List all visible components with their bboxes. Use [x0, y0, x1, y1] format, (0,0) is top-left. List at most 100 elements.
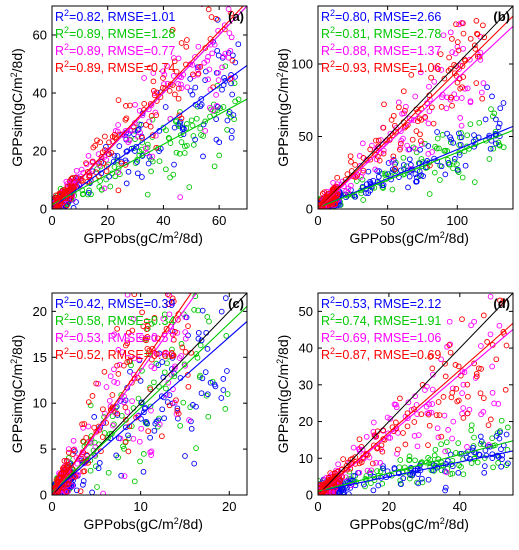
scatter-point	[429, 401, 436, 407]
scatter-point	[63, 457, 70, 464]
scatter-point	[380, 150, 387, 157]
scatter-point	[471, 360, 477, 367]
scatter-point	[79, 421, 85, 428]
scatter-point	[160, 75, 166, 81]
scatter-point	[414, 108, 421, 115]
scatter-point	[173, 411, 180, 417]
scatter-point	[433, 412, 440, 418]
scatter-point	[425, 411, 432, 418]
scatter-point	[193, 445, 199, 451]
scatter-point	[69, 174, 76, 181]
scatter-point	[205, 6, 212, 13]
scatter-point	[192, 136, 198, 143]
scatter-point	[139, 309, 145, 316]
scatter-point	[206, 0, 211, 3]
scatter-point	[216, 0, 221, 2]
y-tick-label: 20	[33, 144, 47, 159]
stats-text: R2=0.58, RMSE=0.34	[55, 312, 175, 328]
scatter-point	[473, 373, 480, 380]
scatter-point	[151, 335, 157, 341]
scatter-point	[397, 140, 404, 147]
scatter-point	[330, 179, 336, 186]
scatter-point	[143, 122, 149, 128]
scatter-point	[207, 41, 214, 48]
scatter-point	[134, 170, 141, 177]
scatter-point	[52, 205, 56, 209]
axes-frame	[51, 292, 248, 496]
scatter-point	[380, 463, 386, 469]
scatter-point	[188, 425, 195, 432]
scatter-point	[416, 115, 423, 122]
scatter-point	[496, 120, 503, 127]
scatter-point	[481, 469, 488, 476]
scatter-point	[211, 41, 218, 48]
scatter-point	[193, 403, 199, 410]
scatter-point	[115, 347, 122, 353]
scatter-point	[373, 137, 379, 144]
scatter-point	[454, 39, 461, 45]
scatter-point	[215, 77, 222, 83]
scatter-point	[377, 460, 384, 466]
scatter-point	[413, 128, 420, 134]
scatter-point	[464, 381, 471, 388]
scatter-point	[179, 344, 186, 351]
scatter-point	[227, 47, 234, 54]
scatter-point	[92, 444, 99, 450]
scatter-point	[364, 467, 371, 474]
scatter-point	[169, 27, 176, 33]
x-tick-label: 0	[314, 213, 321, 228]
scatter-point	[496, 435, 503, 442]
scatter-point	[423, 403, 430, 410]
scatter-point	[115, 169, 122, 176]
scatter-point	[98, 187, 105, 193]
scatter-point	[457, 141, 464, 148]
one-to-one-line	[318, 6, 513, 209]
scatter-point	[486, 156, 493, 162]
stats-text: R2=0.89, RMSE=0.77	[55, 42, 175, 58]
scatter-point	[370, 487, 377, 494]
scatter-point	[498, 417, 505, 424]
scatter-point	[190, 402, 196, 408]
scatter-point	[147, 386, 154, 393]
scatter-point	[221, 74, 227, 81]
scatter-point	[213, 116, 220, 122]
scatter-point	[460, 415, 467, 421]
scatter-point	[179, 246, 184, 251]
scatter-point	[471, 318, 477, 325]
scatter-point	[184, 84, 191, 91]
scatter-point	[441, 412, 448, 419]
regression-line	[52, 293, 192, 495]
scatter-point	[204, 314, 211, 320]
scatter-point	[417, 131, 423, 138]
scatter-point	[408, 72, 415, 78]
scatter-point	[180, 277, 185, 282]
scatter-point	[472, 46, 479, 52]
regression-line	[52, 306, 247, 493]
scatter-point	[178, 40, 185, 46]
scatter-point	[121, 445, 127, 452]
scatter-point	[414, 411, 420, 417]
scatter-point	[434, 425, 441, 432]
x-tick-label: 0	[48, 213, 55, 228]
scatter-point	[96, 460, 103, 466]
scatter-point	[90, 144, 97, 151]
scatter-point	[402, 107, 408, 114]
scatter-point	[195, 329, 202, 336]
scatter-point	[115, 371, 122, 377]
scatter-point	[426, 83, 432, 90]
scatter-point	[425, 151, 432, 157]
scatter-point	[393, 404, 400, 411]
scatter-point	[405, 399, 412, 406]
scatter-point	[334, 191, 341, 198]
scatter-point	[99, 434, 106, 440]
scatter-point	[203, 329, 210, 336]
scatter-point	[430, 371, 436, 378]
scatter-point	[183, 255, 188, 260]
scatter-point	[100, 160, 107, 166]
scatter-point	[226, 109, 233, 115]
y-tick-label: 0	[40, 202, 47, 217]
scatter-point	[191, 460, 198, 467]
scatter-point	[495, 460, 501, 466]
scatter-point	[141, 75, 147, 81]
scatter-point	[60, 485, 67, 491]
